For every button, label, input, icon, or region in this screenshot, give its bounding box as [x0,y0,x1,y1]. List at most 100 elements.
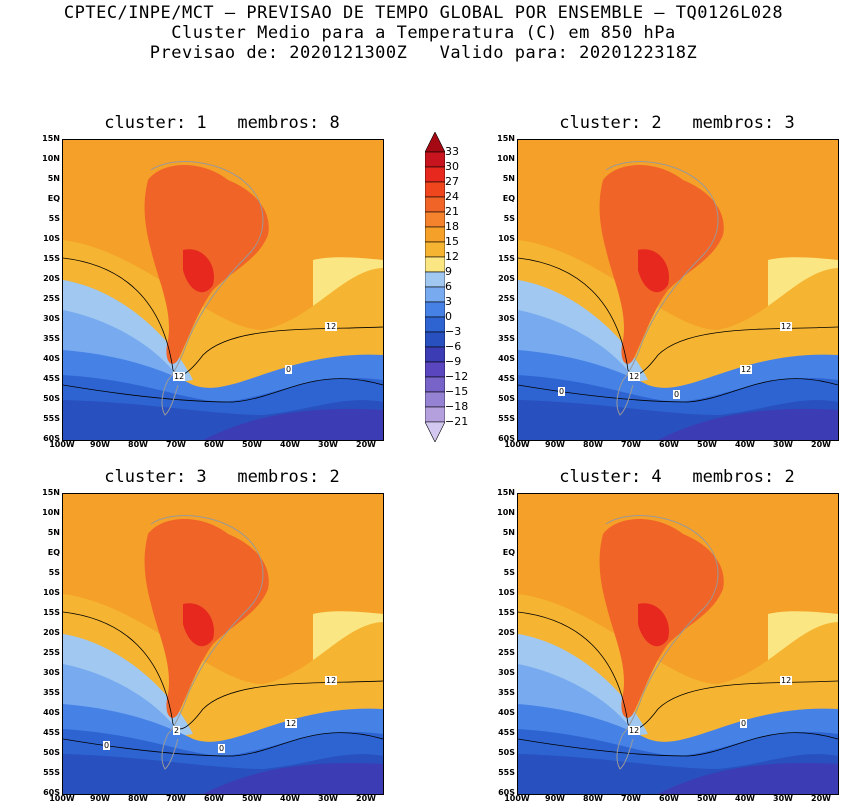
lat-tick-label: 30S [43,314,60,323]
contour-label: 12 [628,726,641,735]
lon-tick-label: 30W [773,794,793,803]
colorbar-label: 6 [445,280,452,293]
map-field [518,494,838,794]
contour-label: 12 [740,365,753,374]
colorbar-swatch [424,151,446,168]
lat-tick-label: 30S [43,668,60,677]
lon-tick-label: 90W [545,440,565,449]
lon-tick-label: 90W [90,794,110,803]
colorbar-swatch [424,331,446,348]
colorbar-label: −18 [445,400,469,413]
colorbar-label: 12 [445,250,459,263]
lat-tick-label: 10S [43,234,60,243]
lat-tick-label: 25S [43,294,60,303]
colorbar-label: 27 [445,175,459,188]
colorbar-swatch [424,226,446,243]
lat-tick-label: 60S [43,434,60,443]
lat-tick-label: EQ [47,548,60,557]
lat-tick-label: 10S [498,588,515,597]
lon-tick-label: 80W [583,794,603,803]
lon-tick-label: 40W [735,440,755,449]
contour-label: 12 [780,676,793,685]
lat-tick-label: EQ [502,194,515,203]
lon-tick-label: 20W [811,440,831,449]
colorbar-swatch [424,271,446,288]
contour-label: 12 [285,719,298,728]
lon-tick-label: 40W [735,794,755,803]
panel-title: cluster: 1 membros: 8 [104,113,340,133]
lat-tick-label: 10S [498,234,515,243]
colorbar-label: −6 [445,340,462,353]
lat-tick-label: 15S [498,608,515,617]
colorbar-label: 24 [445,190,459,203]
lat-tick-label: 10N [42,154,60,163]
lat-tick-label: 40S [43,708,60,717]
colorbar-swatch [424,256,446,273]
colorbar-swatch [424,361,446,378]
contour-label: 0 [285,365,293,374]
colorbar-swatch [424,391,446,408]
lon-tick-label: 30W [318,440,338,449]
lon-tick-label: 50W [697,794,717,803]
colorbar-label: 18 [445,220,459,233]
contour-label: 0 [218,744,226,753]
lat-tick-label: 5S [48,568,60,577]
colorbar-swatches [424,131,446,443]
lon-tick-label: 70W [166,794,186,803]
lat-tick-label: 25S [498,294,515,303]
lon-tick-label: 100W [49,794,75,803]
lon-tick-label: 40W [280,794,300,803]
colorbar-label: −15 [445,385,469,398]
lat-tick-label: 10S [43,588,60,597]
contour-label: 12 [325,322,338,331]
lat-tick-label: 50S [498,748,515,757]
lat-tick-label: 15S [498,254,515,263]
lat-tick-label: 15S [43,608,60,617]
colorbar-swatch [424,421,446,443]
lat-tick-label: 5N [502,528,515,537]
lat-tick-label: 5S [503,214,515,223]
colorbar-swatch [424,166,446,183]
colorbar-swatch [424,376,446,393]
lon-tick-label: 50W [242,794,262,803]
colorbar-label: 3 [445,295,452,308]
map-field [63,494,383,794]
colorbar-label: 0 [445,310,452,323]
lon-tick-label: 100W [504,440,530,449]
lon-tick-label: 100W [49,440,75,449]
colorbar-label: −3 [445,325,462,338]
map-field [63,140,383,440]
lat-tick-label: 55S [498,768,515,777]
lat-tick-label: 50S [498,394,515,403]
lat-tick-label: 60S [498,788,515,797]
colorbar-label: −21 [445,415,469,428]
header-line-2: Cluster Medio para a Temperatura (C) em … [171,23,676,43]
lat-tick-label: 20S [498,274,515,283]
lat-tick-label: EQ [47,194,60,203]
lon-tick-label: 100W [504,794,530,803]
lat-tick-label: 15N [497,134,515,143]
contour-label: 0 [673,390,681,399]
panel-title: cluster: 4 membros: 2 [559,467,795,487]
lat-tick-label: 35S [498,334,515,343]
lat-tick-label: 25S [498,648,515,657]
colorbar: 33 30 27 24 21 18 15 12 9 6 3 0 −3 −6 −9 −12 −15 −18 −21 [424,131,485,443]
lon-tick-label: 50W [242,440,262,449]
lon-tick-label: 70W [621,440,641,449]
lat-tick-label: 40S [43,354,60,363]
map-panel: 12 12 0 [517,493,839,795]
lat-tick-label: 55S [498,414,515,423]
lat-tick-label: 35S [43,334,60,343]
contour-label: 12 [628,372,641,381]
contour-label: 2 [173,726,181,735]
lon-tick-label: 60W [204,794,224,803]
lat-tick-label: 20S [43,628,60,637]
lat-tick-label: 25S [43,648,60,657]
lat-tick-label: 20S [498,628,515,637]
lat-tick-label: 40S [498,708,515,717]
colorbar-label: 15 [445,235,459,248]
lat-tick-label: 35S [43,688,60,697]
lon-tick-label: 20W [356,794,376,803]
lat-tick-label: 60S [43,788,60,797]
panel-title: cluster: 2 membros: 3 [559,113,795,133]
